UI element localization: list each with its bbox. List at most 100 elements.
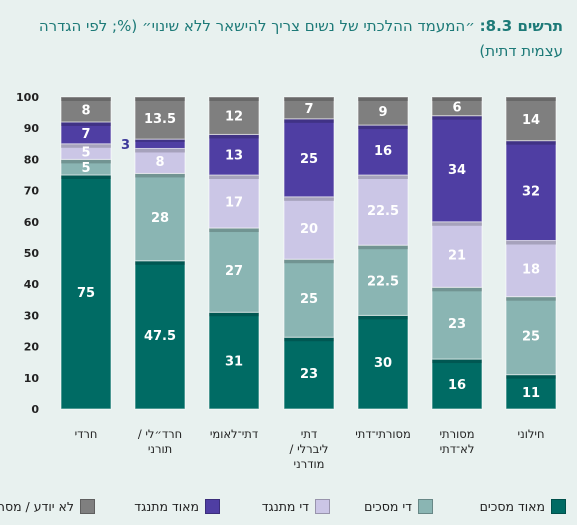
bar-segment-shade bbox=[284, 118, 334, 123]
bar-segment bbox=[505, 296, 557, 376]
bar-segment bbox=[134, 172, 186, 262]
bar-segment bbox=[357, 244, 409, 316]
data-label: 20 bbox=[300, 222, 318, 237]
y-tick-label: 10 bbox=[24, 372, 40, 385]
y-tick-label: 20 bbox=[24, 341, 40, 354]
legend-item: מאוד מסכים bbox=[480, 495, 566, 517]
category-label: דתי־לאומי bbox=[210, 427, 258, 441]
category-label: דתי ליברלי / מודרני bbox=[290, 427, 329, 471]
bar-segment-shade bbox=[358, 125, 408, 130]
category-label: חרדי bbox=[75, 427, 98, 441]
category-label: מסורתי לא־דתי bbox=[439, 427, 474, 456]
bar-segment-shade bbox=[358, 245, 408, 250]
data-label: 27 bbox=[225, 264, 243, 279]
data-label: 17 bbox=[225, 196, 243, 211]
data-label: 12 bbox=[225, 110, 243, 125]
y-tick-label: 40 bbox=[24, 278, 40, 291]
bar-segment-shade bbox=[432, 359, 482, 364]
bar-group: 30 22.5 22.5 16 9 bbox=[357, 96, 409, 410]
data-label: 25 bbox=[300, 152, 318, 167]
data-label: 13 bbox=[225, 149, 243, 164]
data-label: 16 bbox=[448, 378, 466, 393]
bar-segment bbox=[208, 96, 260, 135]
bar-group: 11 25 18 32 14 bbox=[505, 96, 557, 410]
bar-group: 47.5 28 8 3 13.5 bbox=[121, 96, 186, 410]
data-label: 21 bbox=[448, 249, 466, 264]
bar-segment-shade bbox=[135, 148, 185, 153]
bar-segment-shade bbox=[506, 140, 556, 145]
data-label: 25 bbox=[522, 330, 540, 345]
bar-segment-shade bbox=[135, 173, 185, 178]
bar-segment bbox=[431, 286, 483, 360]
bar-segment-shade bbox=[506, 374, 556, 379]
x-axis: חרדי חרד״לי / תורני דתי־לאומי דתי ליברלי / מוד… bbox=[75, 427, 545, 471]
figure-label: תרשים 8.3: bbox=[479, 17, 563, 35]
data-label: 22.5 bbox=[367, 274, 399, 289]
bar-segment-shade bbox=[209, 312, 259, 317]
bar-segment bbox=[357, 174, 409, 246]
y-tick-label: 50 bbox=[24, 247, 40, 260]
bar-segment-shade bbox=[135, 260, 185, 265]
bar-segment-shade bbox=[61, 143, 111, 148]
y-tick-label: 30 bbox=[24, 309, 40, 322]
legend-swatch bbox=[315, 498, 330, 514]
bar-segment bbox=[283, 196, 335, 260]
bar-segment-shade bbox=[209, 97, 259, 101]
bar-segment bbox=[431, 221, 483, 288]
bar-segment-shade bbox=[432, 97, 482, 101]
bar-segment bbox=[60, 96, 112, 123]
data-label: 3 bbox=[121, 138, 130, 153]
data-label: 14 bbox=[522, 113, 540, 128]
data-label: 25 bbox=[300, 292, 318, 307]
y-tick-label: 100 bbox=[16, 91, 39, 104]
data-label: 28 bbox=[151, 211, 169, 226]
y-tick-label: 80 bbox=[24, 153, 40, 166]
bar-segment bbox=[283, 336, 335, 410]
bar-segment-shade bbox=[61, 121, 111, 126]
y-tick-label: 90 bbox=[24, 122, 40, 135]
bar-group: 75 55 7 8 bbox=[60, 96, 112, 410]
bar-segment-shade bbox=[135, 97, 185, 101]
legend: מאוד מסכים די מסכים די מתנגד מאוד מתנגד לא י… bbox=[0, 490, 577, 520]
data-label: 23 bbox=[300, 367, 318, 382]
bar-segment-shade bbox=[209, 175, 259, 179]
legend-item: די מתנגד bbox=[262, 495, 330, 517]
bar-segment bbox=[208, 311, 260, 410]
legend-label: לא יודע / מסרב bbox=[0, 498, 74, 514]
category-label: מסורתי־דתי bbox=[355, 427, 411, 441]
bar-segment bbox=[357, 124, 409, 176]
bar-segment-shade bbox=[506, 240, 556, 245]
bar-segment bbox=[134, 96, 186, 140]
bar-segment-shade bbox=[506, 296, 556, 301]
bar-segment bbox=[60, 174, 112, 410]
data-label: 11 bbox=[522, 386, 540, 401]
data-label: 75 bbox=[77, 286, 95, 301]
bar-segment-shade bbox=[358, 175, 408, 179]
data-label: 7 bbox=[304, 102, 313, 117]
bar-segment-shade bbox=[432, 287, 482, 292]
data-label: 6 bbox=[452, 100, 461, 115]
bar-segment-shade bbox=[506, 97, 556, 101]
bars: 75 55 7 8 47.5 28 8 3 13.5 31 27 17 13 12 23 25 20 25 7 30 2… bbox=[60, 96, 557, 410]
bar-segment-shade bbox=[358, 315, 408, 320]
category-label: חילוני bbox=[518, 427, 545, 441]
bar-segment bbox=[505, 96, 557, 142]
bar-segment-shade bbox=[432, 115, 482, 120]
bar-segment-shade bbox=[284, 196, 334, 201]
data-label: 9 bbox=[378, 105, 387, 120]
data-label: 23 bbox=[448, 317, 466, 332]
legend-item: די מסכים bbox=[364, 495, 433, 517]
data-label: 8 bbox=[81, 103, 90, 118]
legend-item: מאוד מתנגד bbox=[134, 495, 220, 517]
bar-segment-shade bbox=[209, 228, 259, 233]
legend-swatch bbox=[551, 498, 566, 514]
data-label: 32 bbox=[522, 185, 540, 200]
category-label: חרד״לי / תורני bbox=[138, 427, 182, 456]
bar-segment bbox=[431, 96, 483, 117]
legend-item: לא יודע / מסרב bbox=[0, 495, 95, 517]
bar-segment bbox=[357, 96, 409, 126]
bar-segment-shade bbox=[61, 159, 111, 164]
bar-segment-shade bbox=[358, 97, 408, 101]
y-tick-label: 70 bbox=[24, 185, 40, 198]
stacked-bar-chart: 0 10 20 30 40 50 60 70 80 90 100 75 55 7 8 47.5 28 8 3 13.… bbox=[16, 91, 557, 471]
